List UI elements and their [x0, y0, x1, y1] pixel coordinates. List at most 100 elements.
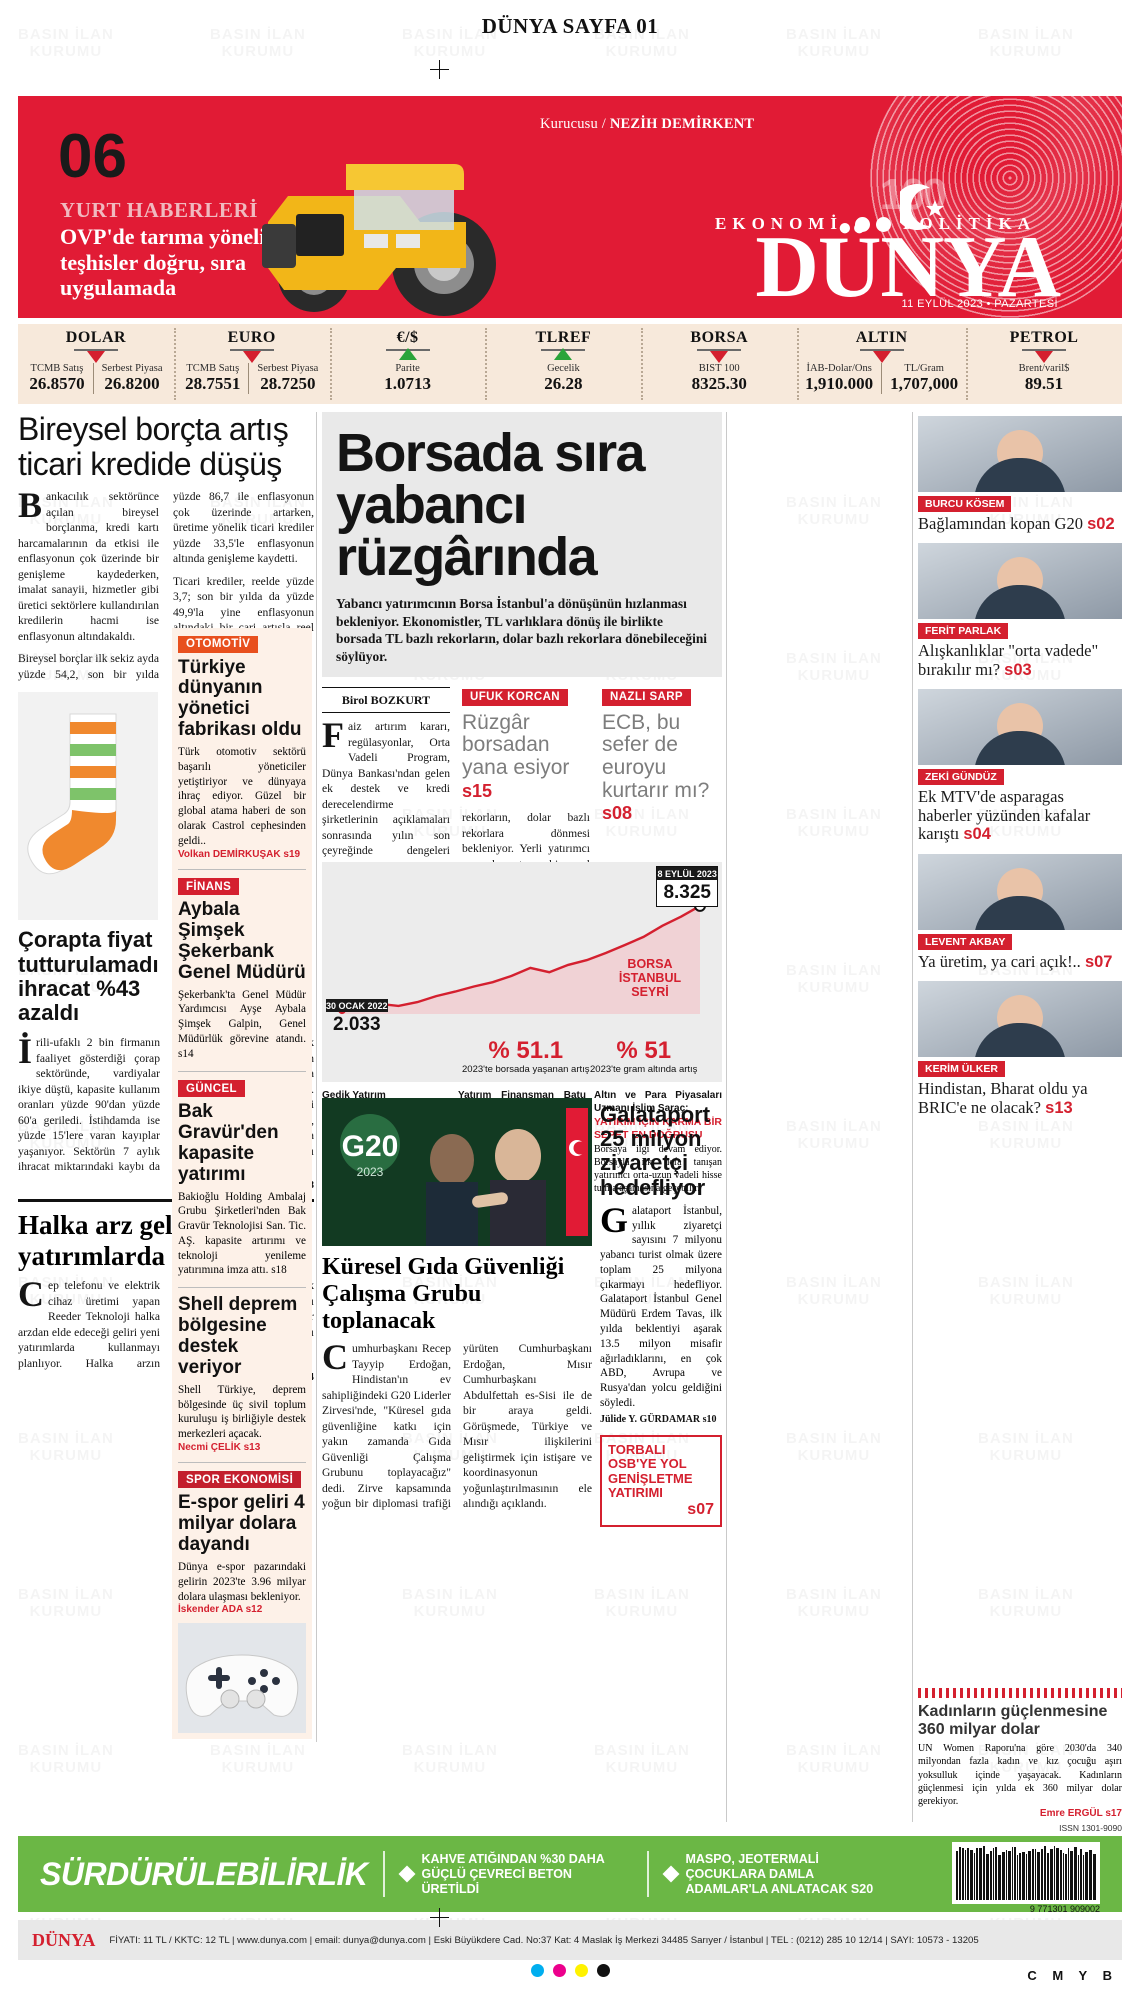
barcode-bar	[956, 1851, 958, 1900]
barcode-bar	[1085, 1852, 1088, 1900]
market-value-label: Serbest Piyasa	[102, 363, 163, 374]
columnist-photo	[918, 689, 1122, 765]
market-value-number: 28.7250	[257, 374, 318, 394]
columnist-name[interactable]: ZEKİ GÜNDÜZ	[918, 769, 1004, 785]
market-value-number: 26.8570	[29, 374, 84, 394]
market-value-label: Parite	[384, 363, 431, 374]
market-borsa[interactable]: BORSA BIST 100 8325.30	[641, 324, 797, 404]
columnist-ref[interactable]: s03	[1004, 661, 1032, 679]
annotation-1-text: 2023'te borsada yaşanan artış	[462, 1065, 590, 1076]
columnist-card-0[interactable]: BURCU KÖSEM Bağlamından kopan G20 s02	[918, 416, 1122, 533]
cmyk-labels: C M Y B	[1027, 1968, 1118, 1983]
tag-guncel[interactable]: GÜNCEL	[178, 1080, 245, 1097]
market-name: TLREF	[535, 329, 591, 347]
barcode-bar	[967, 1848, 969, 1900]
market-value-cell: Serbest Piyasa 26.8200	[93, 363, 171, 394]
women-block: Kadınların güçlenmesine 360 milyar dolar…	[918, 1688, 1122, 1833]
issn: ISSN 1301-9090	[918, 1823, 1122, 1833]
nazli-ref[interactable]: s08	[602, 803, 632, 823]
annotation-2-value: % 51	[590, 1037, 697, 1065]
spor-byline[interactable]: İskender ADA s12	[178, 1604, 306, 1615]
finans-headline: Aybala Şimşek Şekerbank Genel Müdürü	[178, 900, 306, 984]
avatar-body	[974, 458, 1066, 492]
columnist-card-2[interactable]: ZEKİ GÜNDÜZ Ek MTV'de asparagas haberler …	[918, 689, 1122, 843]
market-value-label: Gecelik	[544, 363, 582, 374]
market-value-number: 1,707,000	[890, 374, 958, 394]
otomotiv-byline[interactable]: Volkan DEMİRKUŞAK s19	[178, 849, 306, 860]
page-slug: DÜNYA SAYFA 01	[0, 14, 1140, 39]
tag-otomotiv[interactable]: OTOMOTİV	[178, 636, 258, 653]
banner-item-0[interactable]: KAHVE ATIĞINDAN %30 DAHA GÜÇLÜ ÇEVRECİ B…	[401, 1852, 631, 1897]
tractor-photo	[196, 136, 546, 316]
barcode-bar	[986, 1854, 989, 1900]
market-[interactable]: €/$ Parite 1.0713	[330, 324, 486, 404]
chart-end-value: 8.325	[663, 882, 711, 903]
columnist-ref[interactable]: s02	[1087, 515, 1115, 533]
market-value-number: 26.28	[544, 374, 582, 394]
g20-photo: G20 2023	[322, 1098, 592, 1246]
columnist-card-4[interactable]: KERİM ÜLKER Hindistan, Bharat oldu ya BRI…	[918, 981, 1122, 1117]
women-byline[interactable]: Emre ERGÜL s17	[918, 1808, 1122, 1819]
columnist-ufuk-korcan-name[interactable]: UFUK KORCAN	[462, 689, 568, 706]
midleft-strip: OTOMOTİV Türkiye dünyanın yönetici fabri…	[172, 628, 312, 1739]
barcode-bar	[1012, 1847, 1014, 1900]
barcode-bar	[1068, 1848, 1070, 1900]
market-value-cell: BIST 100 8325.30	[684, 363, 755, 394]
columnist-ref[interactable]: s13	[1045, 1099, 1073, 1117]
ufuk-ref[interactable]: s15	[462, 781, 492, 801]
columnist-name[interactable]: KERİM ÜLKER	[918, 1061, 1005, 1077]
columnist-title: Ek MTV'de asparagas haberler yüzünden ka…	[918, 788, 1122, 843]
barcode-bar	[1047, 1853, 1049, 1900]
market-value-cell: TCMB Satış 26.8570	[21, 363, 92, 394]
barcode-bar	[1070, 1851, 1073, 1900]
columnist-photo	[918, 543, 1122, 619]
columnist-name[interactable]: FERİT PARLAK	[918, 623, 1008, 639]
avatar-body	[974, 1023, 1066, 1057]
columnist-card-3[interactable]: LEVENT AKBAY Ya üretim, ya cari açık!.. s…	[918, 854, 1122, 971]
sustainability-banner: SÜRDÜRÜLEBİLİRLİK KAHVE ATIĞINDAN %30 DA…	[18, 1836, 1122, 1912]
chart-annotation-2: % 51 2023'te gram altında artış	[590, 1037, 697, 1076]
barcode-bar	[976, 1848, 978, 1900]
market-value-number: 8325.30	[692, 374, 747, 394]
market-tlref[interactable]: TLREF Gecelik 26.28	[485, 324, 641, 404]
galataport-byline[interactable]: Jülide Y. GÜRDAMAR s10	[600, 1414, 722, 1425]
market-values: İAB-Dolar/Ons 1,910.000 TL/Gram 1,707,000	[797, 363, 966, 394]
columnist-card-1[interactable]: FERİT PARLAK Alışkanlıklar "orta vadede" …	[918, 543, 1122, 679]
market-value-label: BIST 100	[692, 363, 747, 374]
tag-spor[interactable]: SPOR EKONOMİSİ	[178, 1471, 301, 1488]
barcode-bar	[1019, 1853, 1021, 1900]
market-altin[interactable]: ALTIN İAB-Dolar/Ons 1,910.000 TL/Gram 1,707,…	[797, 324, 966, 404]
market-euro[interactable]: EURO TCMB Satış 28.7551 Serbest Piyasa 28.72…	[174, 324, 330, 404]
columnist-name[interactable]: LEVENT AKBAY	[918, 934, 1012, 950]
columnist-ref[interactable]: s07	[1085, 953, 1113, 971]
market-dolar[interactable]: DOLAR TCMB Satış 26.8570 Serbest Piyasa 26.8…	[18, 324, 174, 404]
nazli-title-text: ECB, bu sefer de euroyu kurtarır mı?	[602, 711, 709, 802]
market-values: Parite 1.0713	[376, 363, 439, 394]
barcode-bar	[1063, 1853, 1065, 1900]
svg-text:G20: G20	[342, 1130, 399, 1163]
barcode-bar	[993, 1848, 995, 1900]
columnist-title: Bağlamından kopan G20 s02	[918, 515, 1122, 533]
columnist-ref[interactable]: s04	[963, 825, 991, 843]
banner-item-1-text: MASPO, JEOTERMALİ ÇOCUKLARA DAMLA ADAMLA…	[685, 1852, 895, 1897]
masthead: 06 YURT HABERLERİ OVP'de tarıma yönelik …	[18, 96, 1122, 318]
center-byline[interactable]: Birol BOZKURT	[342, 693, 430, 707]
chart-start-label: 30 OCAK 2022	[326, 999, 388, 1012]
otomotiv-headline: Türkiye dünyanın yönetici fabrikası oldu	[178, 658, 306, 742]
chart-end-label: 8 EYLÜL 2023	[657, 867, 717, 880]
barcode-bar	[959, 1847, 962, 1900]
founder-label: Kurucusu /	[540, 116, 606, 132]
torbali-ref[interactable]: s07	[608, 1501, 714, 1519]
banner-item-1[interactable]: MASPO, JEOTERMALİ ÇOCUKLARA DAMLA ADAMLA…	[665, 1852, 895, 1897]
tag-finans[interactable]: FİNANS	[178, 878, 239, 895]
barcode-bar	[1037, 1852, 1040, 1900]
market-petrol[interactable]: PETROL Brent/varil$ 89.51	[966, 324, 1122, 404]
columnist-name[interactable]: BURCU KÖSEM	[918, 496, 1011, 512]
columnist-nazli-sarp-name[interactable]: NAZLI SARP	[602, 689, 691, 706]
otomotiv-body: Türk otomotiv sektörü başarılı yöneticil…	[178, 745, 306, 848]
columnist-title-text: Bağlamından kopan G20	[918, 514, 1083, 533]
column-rule-3	[912, 412, 913, 1822]
barcode-bar	[1080, 1849, 1082, 1900]
market-value-number: 1.0713	[384, 374, 431, 394]
shell-byline[interactable]: Necmi ÇELİK s13	[178, 1442, 306, 1453]
